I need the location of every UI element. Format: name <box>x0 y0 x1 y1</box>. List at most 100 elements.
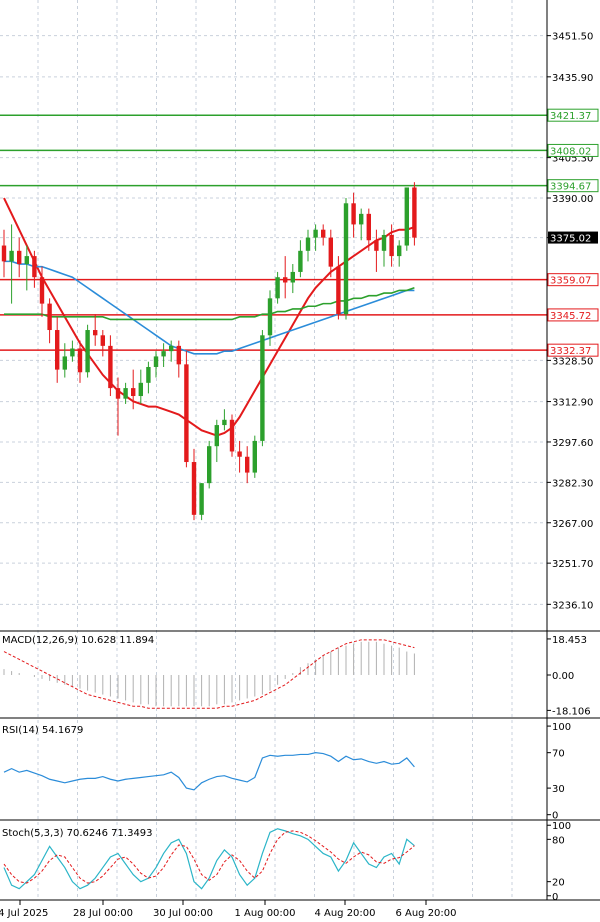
price-y-tick-label: 3312.90 <box>552 398 593 409</box>
x-tick-label: 24 Jul 2025 <box>0 908 48 919</box>
rsi-y-tick-label: 30 <box>552 784 565 795</box>
resistance-level-tag <box>547 108 599 122</box>
macd-pane[interactable] <box>3 639 415 709</box>
grid <box>0 0 547 900</box>
candle-body <box>24 256 29 265</box>
stoch-y-tick-label: 0 <box>552 892 558 903</box>
price-y-tick-label: 3328.50 <box>552 356 593 367</box>
candle-body <box>169 345 174 352</box>
x-tick-label: 6 Aug 20:00 <box>395 908 456 919</box>
support-level-label: 3332.37 <box>550 346 591 357</box>
price-pane[interactable] <box>0 114 547 521</box>
price-y-tick-label: 3405.30 <box>552 154 593 165</box>
price-y-tick-label: 3451.50 <box>552 32 593 43</box>
candle-body <box>336 266 341 315</box>
support-level-label: 3359.07 <box>550 276 591 287</box>
candle-body <box>283 277 288 283</box>
candle-body <box>47 303 52 331</box>
support-level-tag <box>547 308 599 322</box>
candle-body <box>207 446 212 484</box>
candle-body <box>404 187 409 246</box>
candle-body <box>184 364 189 463</box>
candle-body <box>176 345 181 365</box>
candle-body <box>1 245 7 262</box>
candle-body <box>381 234 387 251</box>
candle-body <box>343 203 349 315</box>
stoch-k-line <box>3 828 415 890</box>
candle-body <box>161 351 166 357</box>
candle-body <box>131 388 136 397</box>
candle-body <box>55 330 60 370</box>
stoch-d-line <box>3 830 415 884</box>
candle-body <box>93 330 98 336</box>
resistance-level-label: 3421.37 <box>550 111 591 122</box>
stoch-pane[interactable] <box>3 828 415 890</box>
x-tick-label: 28 Jul 00:00 <box>73 908 133 919</box>
candle-body <box>298 250 303 272</box>
candle-body <box>275 277 280 299</box>
candle-body <box>366 213 371 241</box>
candle-body <box>199 483 204 515</box>
candle-body <box>290 271 295 283</box>
candle-body <box>153 356 159 367</box>
stoch-label: Stoch(5,3,3) 70.6246 71.3493 <box>2 828 153 839</box>
candle-body <box>397 245 402 257</box>
x-tick-label: 30 Jul 00:00 <box>153 908 213 919</box>
macd-y-tick-label: -18.106 <box>552 706 591 717</box>
price-y-tick-label: 3435.90 <box>552 73 593 84</box>
macd-signal-line <box>3 639 415 709</box>
price-y-tick-label: 3297.60 <box>552 438 593 449</box>
stoch-y-tick-label: 20 <box>552 878 565 889</box>
candle-body <box>77 348 83 373</box>
price-y-tick-label: 3390.00 <box>552 194 593 205</box>
x-tick-label: 1 Aug 00:00 <box>234 908 295 919</box>
candle-body <box>222 419 227 426</box>
macd-y-tick-label: 0.00 <box>552 671 574 682</box>
resistance-level-label: 3408.02 <box>550 146 591 157</box>
candle-body <box>245 456 250 473</box>
stoch-y-tick-label: 100 <box>552 821 571 832</box>
candle-body <box>39 277 45 304</box>
candle-body <box>100 335 105 346</box>
candle-body <box>191 462 197 515</box>
current-price-label: 3375.02 <box>550 234 591 245</box>
stoch-y-tick-label: 80 <box>552 835 565 846</box>
candle-body <box>146 366 151 383</box>
macd-y-tick-label: 18.453 <box>552 635 587 646</box>
candle-body <box>267 298 273 336</box>
resistance-level-tag <box>547 143 599 157</box>
price-y-tick-label: 3251.70 <box>552 559 593 570</box>
candle-body <box>351 203 356 225</box>
resistance-level-tag <box>547 179 599 193</box>
candle-body <box>252 440 257 473</box>
candle-body <box>389 234 394 257</box>
rsi-line <box>3 752 415 791</box>
price-y-tick-label: 3282.30 <box>552 478 593 489</box>
price-y-tick-label: 3267.00 <box>552 519 593 530</box>
support-level-tag <box>547 343 599 357</box>
rsi-pane[interactable] <box>3 752 415 791</box>
candle-body <box>9 250 14 262</box>
moving-average-line <box>4 260 415 355</box>
rsi-y-tick-label: 70 <box>552 749 565 760</box>
price-y-tick-label: 3236.10 <box>552 600 593 611</box>
candle-body <box>115 388 121 399</box>
support-level-label: 3345.72 <box>550 311 591 322</box>
rsi-y-tick-label: 0 <box>552 811 558 822</box>
candle-body <box>237 451 242 457</box>
candle-body <box>17 250 22 265</box>
candle-body <box>321 229 326 238</box>
candle-body <box>260 335 265 441</box>
candle-body <box>229 419 235 452</box>
candle-body <box>313 229 318 238</box>
candle-body <box>62 356 67 370</box>
candle-body <box>70 348 75 357</box>
candle-body <box>328 237 333 267</box>
candle-body <box>108 345 113 389</box>
candle-body <box>123 388 128 399</box>
candle-body <box>138 382 143 397</box>
rsi-label: RSI(14) 54.1679 <box>2 725 83 736</box>
candle-body <box>412 187 417 238</box>
